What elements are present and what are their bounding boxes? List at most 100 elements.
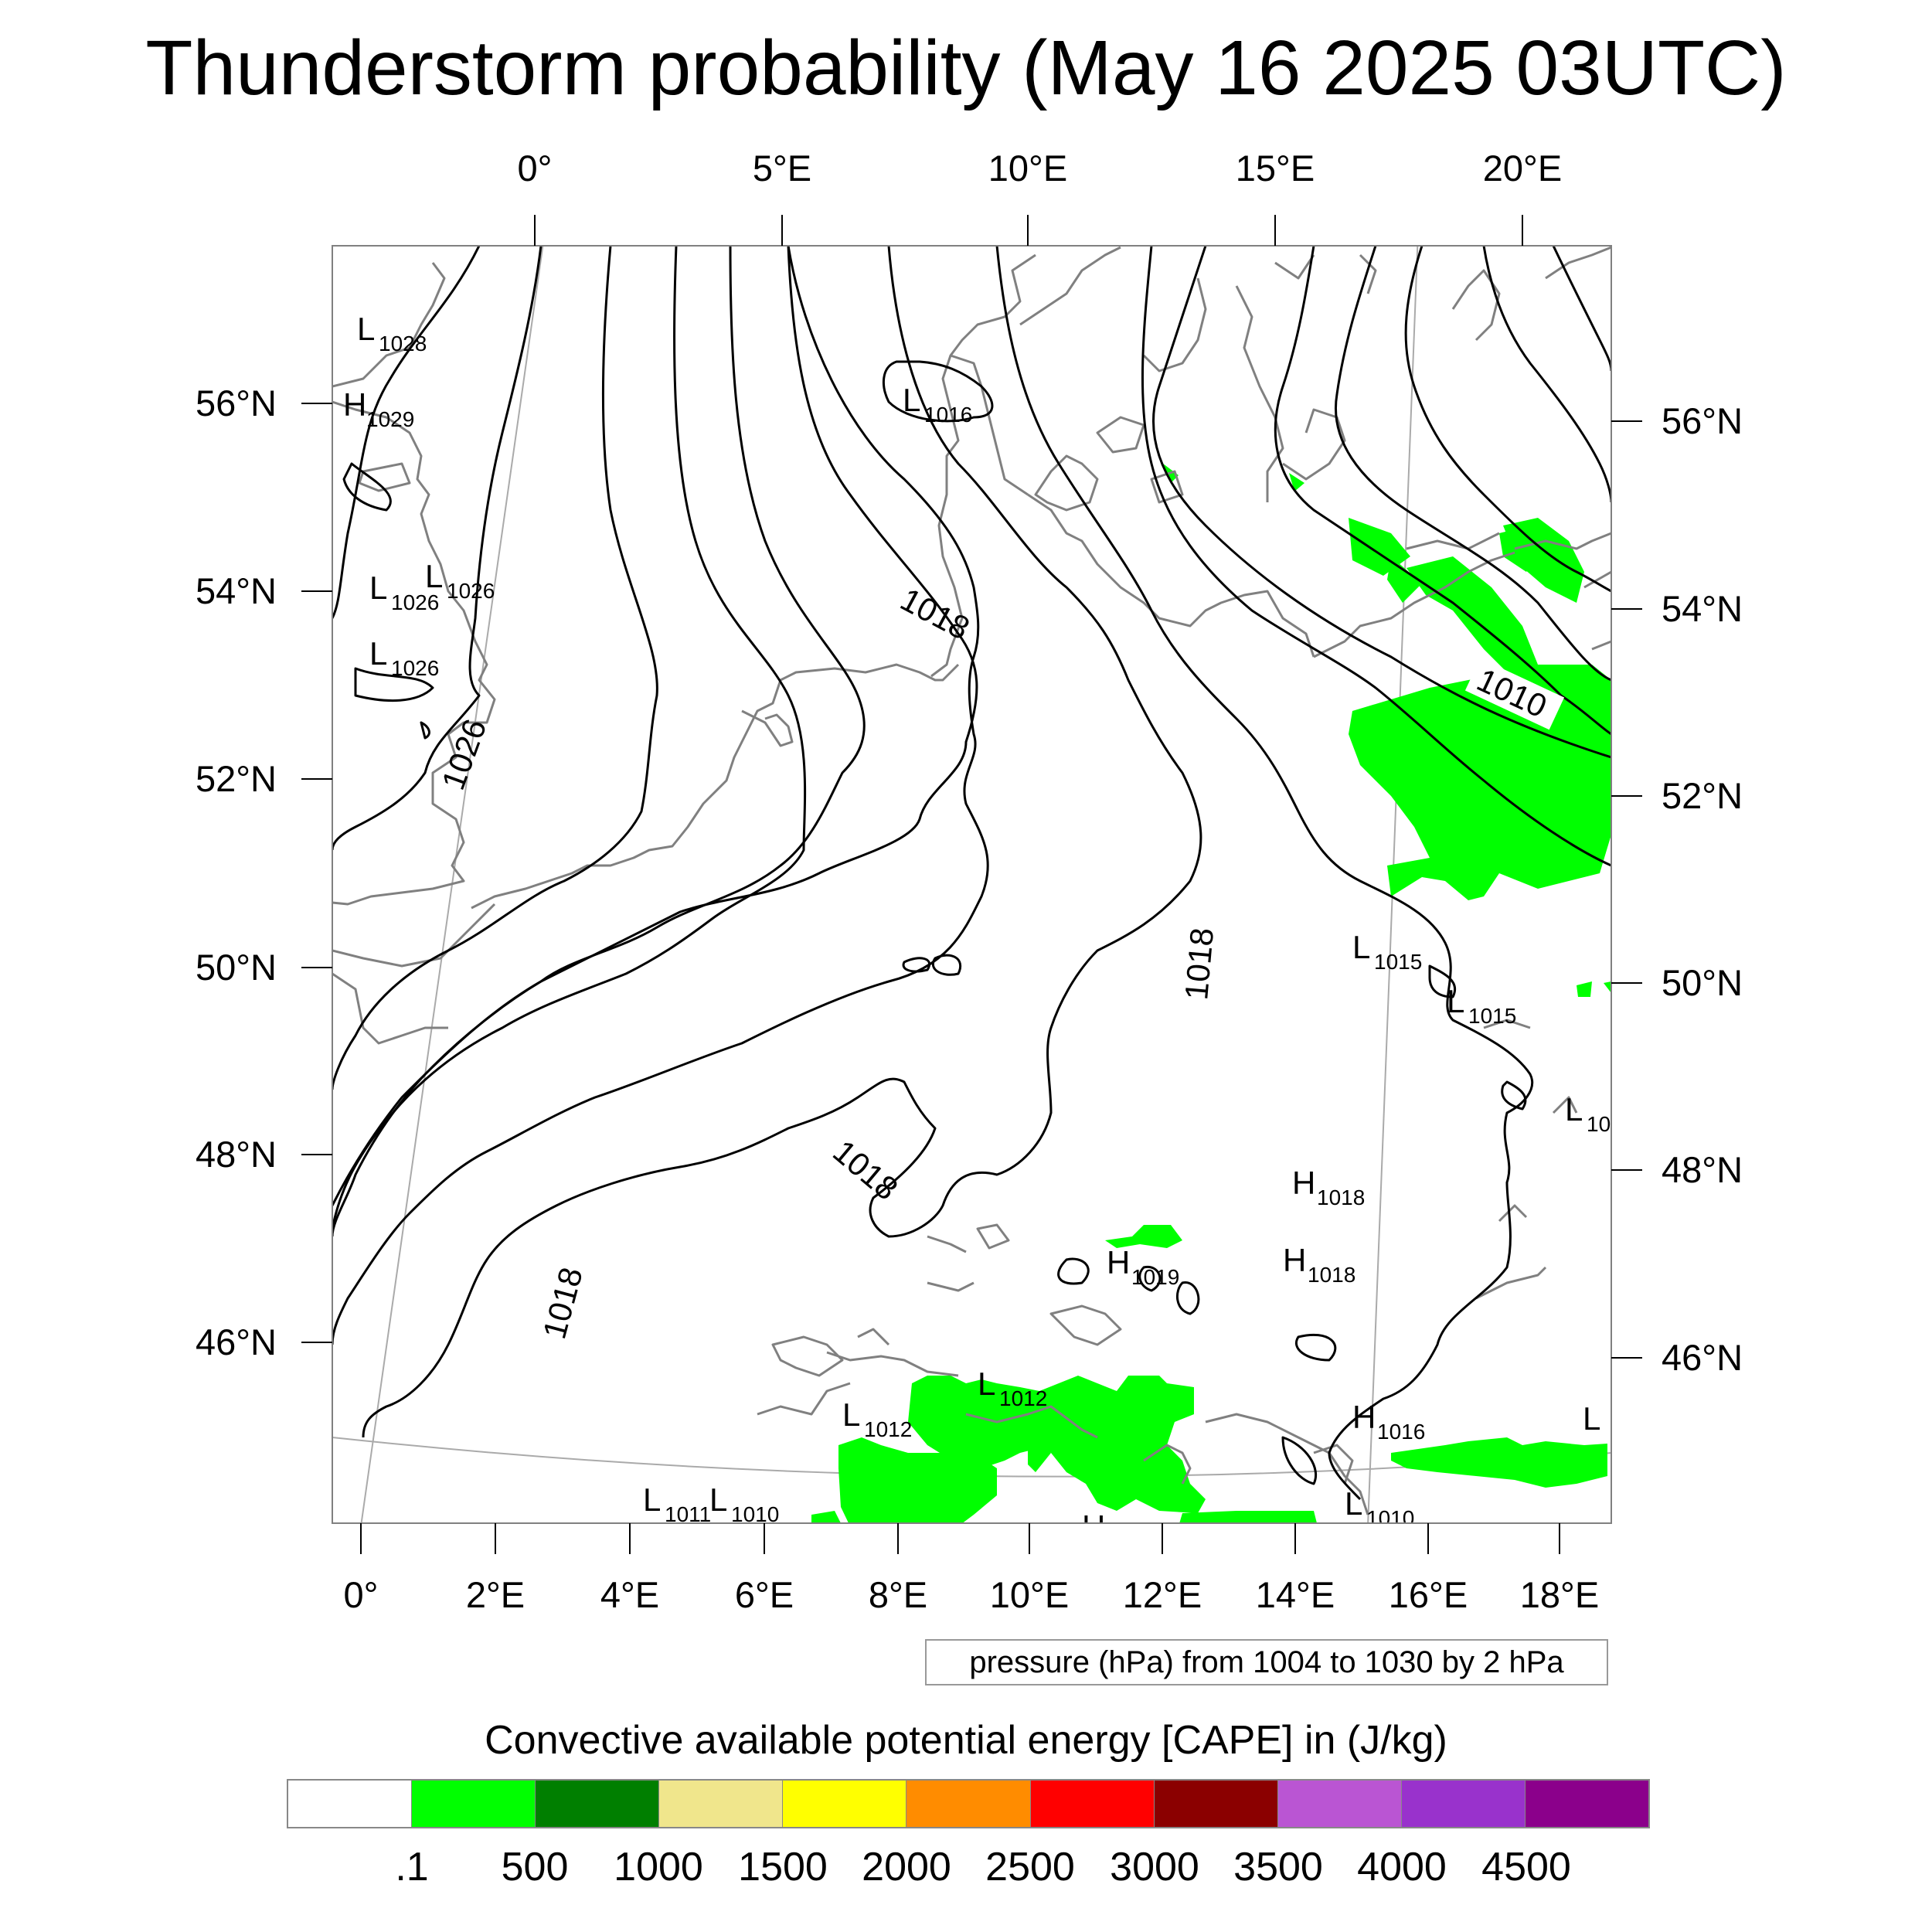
pressure-center: L 10 bbox=[1565, 1091, 1611, 1136]
colorbar-bin bbox=[1154, 1781, 1278, 1827]
lat-label-right: 48°N bbox=[1662, 1149, 1743, 1190]
colorbar-label: 500 bbox=[501, 1845, 569, 1889]
contour-label: 1018 bbox=[826, 1133, 905, 1207]
pressure-center: L 1010 bbox=[709, 1481, 779, 1526]
svg-text:1026: 1026 bbox=[391, 590, 439, 614]
pressure-center-cutoff: H bbox=[1082, 1509, 1105, 1523]
lon-label-top: 5°E bbox=[752, 148, 812, 189]
pressure-center: L 1012 bbox=[842, 1396, 912, 1441]
colorbar-title: Convective available potential energy [C… bbox=[485, 1718, 1447, 1763]
svg-text:L: L bbox=[369, 570, 387, 606]
lat-label-right: 56°N bbox=[1662, 400, 1743, 441]
svg-text:1029: 1029 bbox=[366, 407, 414, 431]
lon-label-bottom: 0° bbox=[343, 1574, 379, 1615]
lon-label-bottom: 14°E bbox=[1255, 1574, 1335, 1615]
svg-text:1012: 1012 bbox=[999, 1386, 1047, 1410]
lon-label-bottom: 18°E bbox=[1519, 1574, 1600, 1615]
colorbar-bin bbox=[1277, 1781, 1402, 1827]
svg-text:H: H bbox=[1283, 1242, 1306, 1278]
svg-text:L: L bbox=[842, 1396, 860, 1433]
pressure-center: L 1012 bbox=[978, 1366, 1047, 1410]
contour-label: 1018 bbox=[536, 1264, 590, 1342]
svg-text:1028: 1028 bbox=[379, 332, 427, 355]
lat-label-right: 46°N bbox=[1662, 1337, 1743, 1378]
lat-label-left: 50°N bbox=[195, 947, 277, 988]
svg-text:L: L bbox=[709, 1481, 727, 1518]
svg-text:H: H bbox=[1107, 1244, 1130, 1281]
svg-text:L: L bbox=[425, 558, 443, 594]
colorbar-bin bbox=[412, 1781, 536, 1827]
colorbar-bin bbox=[906, 1781, 1031, 1827]
svg-text:1010: 1010 bbox=[1366, 1506, 1414, 1530]
colorbar-bin bbox=[288, 1781, 413, 1827]
svg-text:10: 10 bbox=[1587, 1112, 1611, 1136]
pressure-center: L 1026 bbox=[369, 635, 439, 680]
colorbar-bin bbox=[536, 1781, 660, 1827]
svg-text:1012: 1012 bbox=[864, 1417, 912, 1441]
lon-label-bottom: 16°E bbox=[1388, 1574, 1468, 1615]
pressure-center: H 1029 bbox=[343, 386, 414, 431]
svg-text:L: L bbox=[1345, 1485, 1362, 1522]
svg-text:1018: 1018 bbox=[1308, 1263, 1355, 1287]
svg-text:L: L bbox=[978, 1366, 995, 1402]
svg-text:L: L bbox=[1583, 1400, 1600, 1437]
pressure-centers: L 1028 H 1029 L 1016 L 1026 L 1026 L 1026 L 101… bbox=[343, 311, 1611, 1530]
svg-text:L: L bbox=[357, 311, 375, 347]
chart-title: Thunderstorm probability (May 16 2025 03… bbox=[145, 25, 1787, 111]
cape-fill-areas bbox=[811, 464, 1611, 1523]
pressure-center: L 1011 bbox=[643, 1481, 711, 1526]
colorbar-label: 1000 bbox=[614, 1845, 703, 1889]
pressure-center: L 1015 bbox=[1447, 983, 1516, 1028]
lon-label-bottom: 8°E bbox=[868, 1574, 928, 1615]
lat-label-left: 52°N bbox=[195, 758, 277, 799]
colorbar-label: 3500 bbox=[1233, 1845, 1323, 1889]
colorbar-bin bbox=[1401, 1781, 1526, 1827]
colorbar-label: 4500 bbox=[1481, 1845, 1571, 1889]
svg-text:1016: 1016 bbox=[1377, 1420, 1425, 1444]
pressure-center: L 1026 bbox=[425, 558, 495, 603]
svg-text:1026: 1026 bbox=[391, 656, 439, 680]
lat-label-left: 56°N bbox=[195, 383, 277, 423]
colorbar-bin bbox=[783, 1781, 907, 1827]
coastlines bbox=[332, 246, 1611, 1515]
svg-text:H: H bbox=[1352, 1399, 1376, 1435]
svg-text:H: H bbox=[343, 386, 366, 423]
svg-text:L: L bbox=[1565, 1091, 1583, 1128]
colorbar-bin bbox=[1525, 1781, 1649, 1827]
contour-label: 1026 bbox=[434, 714, 493, 794]
colorbar-label: 2000 bbox=[862, 1845, 951, 1889]
lat-label-left: 48°N bbox=[195, 1134, 277, 1175]
svg-text:L: L bbox=[369, 635, 387, 672]
colorbar-label: 4000 bbox=[1357, 1845, 1447, 1889]
colorbar-bin bbox=[1030, 1781, 1155, 1827]
pressure-center: H 1019 bbox=[1107, 1244, 1179, 1289]
pressure-center: L 1010 bbox=[1345, 1485, 1414, 1530]
lon-label-top: 10°E bbox=[988, 148, 1068, 189]
svg-text:L: L bbox=[903, 382, 920, 418]
lat-label-right: 54°N bbox=[1662, 588, 1743, 629]
svg-text:1011: 1011 bbox=[665, 1502, 711, 1526]
pressure-center: H 1016 bbox=[1352, 1399, 1425, 1444]
pressure-center: H 1018 bbox=[1283, 1242, 1355, 1287]
svg-text:1015: 1015 bbox=[1468, 1004, 1516, 1028]
lat-label-left: 46°N bbox=[195, 1321, 277, 1362]
svg-text:L: L bbox=[1352, 929, 1370, 965]
lon-label-bottom: 6°E bbox=[734, 1574, 794, 1615]
lon-label-bottom: 2°E bbox=[465, 1574, 526, 1615]
lon-label-bottom: 12°E bbox=[1122, 1574, 1202, 1615]
contour-label: 1018 bbox=[895, 580, 976, 646]
colorbar-label: .1 bbox=[395, 1845, 429, 1889]
map-frame bbox=[332, 245, 1612, 1524]
svg-text:L: L bbox=[1447, 983, 1464, 1019]
pressure-center: L 1015 bbox=[1352, 929, 1422, 974]
svg-text:1026: 1026 bbox=[447, 579, 495, 603]
colorbar-label: 1500 bbox=[738, 1845, 828, 1889]
svg-text:1018: 1018 bbox=[1317, 1185, 1365, 1209]
svg-text:1015: 1015 bbox=[1374, 950, 1422, 974]
contour-label: 1018 bbox=[1178, 927, 1220, 1002]
tick-marks bbox=[301, 215, 1642, 1554]
lat-label-right: 50°N bbox=[1662, 962, 1743, 1003]
pressure-center: L 1026 bbox=[369, 570, 439, 614]
svg-text:1010: 1010 bbox=[731, 1502, 779, 1526]
